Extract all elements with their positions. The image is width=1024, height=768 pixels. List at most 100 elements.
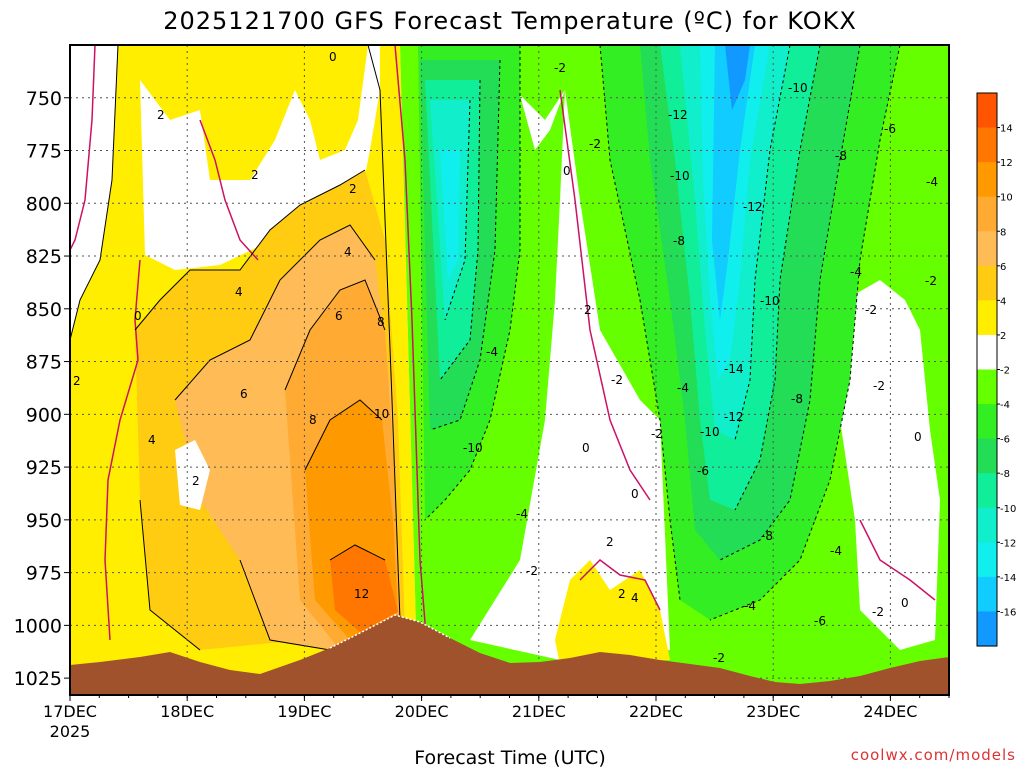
zero-isotherm-1 <box>70 45 96 251</box>
colorbar-label: 10 <box>1000 193 1013 204</box>
x-tick-label: 18DEC <box>160 702 214 721</box>
colorbar-label: -16 <box>1000 607 1016 618</box>
cold-isotherm-7 <box>734 45 821 511</box>
contour-label: 4 <box>631 591 639 605</box>
contour-label: -8 <box>791 392 803 406</box>
neutral-notch <box>520 90 565 150</box>
cold-isotherm-6 <box>719 45 861 561</box>
colorbar-swatch <box>977 369 997 405</box>
warm-isotherm-2 <box>134 169 366 331</box>
contour-label: -2 <box>554 61 566 75</box>
contour-label: -14 <box>724 362 744 376</box>
contour-label: -10 <box>788 81 808 95</box>
warm-pocket-21dec <box>555 560 670 665</box>
colorbar-label: -2 <box>1000 366 1010 377</box>
contour-label: 6 <box>335 309 343 323</box>
colorbar-swatch <box>977 127 997 163</box>
neutral-band-21dec <box>470 90 670 660</box>
contour-label: 12 <box>354 587 369 601</box>
colorbar: 14 12 10 8 6 4 2 -2 -4 -6 -8 -10 -12 -14 -16 <box>976 92 1016 647</box>
colorbar-swatch <box>977 265 997 301</box>
y-tick-label: 875 <box>26 352 62 374</box>
contour-label: -4 <box>677 381 689 395</box>
colorbar-swatch <box>977 196 997 232</box>
cold-minus12-14-west <box>440 150 460 280</box>
warm-isotherms <box>70 45 401 651</box>
zero-isotherm-6 <box>579 559 661 611</box>
colorbar-swatch <box>977 507 997 543</box>
y-tick-label: 1000 <box>14 615 62 637</box>
x-axis: 17DEC 18DEC 19DEC 20DEC 21DEC 22DEC 23DEC 24DEC <box>43 695 950 721</box>
grid <box>70 45 949 695</box>
neutral-pocket-18dec <box>175 440 210 510</box>
colorbar-swatch <box>977 473 997 509</box>
cold-pocket-west <box>70 45 118 340</box>
contour-label: -6 <box>697 464 709 478</box>
x-tick-label: 17DEC <box>43 702 97 721</box>
colorbar-label: 14 <box>1000 124 1013 135</box>
colorbar-label: -10 <box>1000 504 1016 515</box>
colorbar-label: 6 <box>1000 262 1006 273</box>
colorbar-label: -8 <box>1000 469 1010 480</box>
colorbar-swatch <box>977 162 997 198</box>
chart-title: 2025121700 GFS Forecast Temperature (ºC)… <box>163 7 857 35</box>
plot-field <box>70 45 949 695</box>
contour-label: -10 <box>670 169 690 183</box>
colorbar-swatch <box>977 300 997 336</box>
zero-isotherm-7 <box>859 519 936 601</box>
x-tick-label: 23DEC <box>746 702 800 721</box>
contour-label: 2 <box>157 108 165 122</box>
y-tick-label: 775 <box>26 141 62 163</box>
cold-isotherms <box>424 45 901 621</box>
y-axis: 750 775 800 825 850 875 900 925 950 975 1000 1025 <box>14 88 70 690</box>
contour-label: -2 <box>865 303 877 317</box>
y-tick-label: 925 <box>26 457 62 479</box>
colorbar-swatch <box>977 231 997 267</box>
cold-coldest-core <box>725 45 750 110</box>
zero-isotherm-4 <box>394 45 429 661</box>
terrain <box>70 615 949 695</box>
colorbar-label: -6 <box>1000 435 1010 446</box>
cold-isotherm-3 <box>439 79 481 381</box>
y-tick-label: 750 <box>26 88 62 110</box>
contour-label: -12 <box>724 410 744 424</box>
colorbar-label: 8 <box>1000 227 1006 238</box>
contour-label: 0 <box>563 164 571 178</box>
colorbar-swatch <box>977 576 997 613</box>
x-tick-label: 21DEC <box>512 702 566 721</box>
contour-label: 2 <box>618 587 626 601</box>
zero-isotherms <box>70 45 936 661</box>
colorbar-swatch <box>977 611 997 647</box>
warm-isotherm-9 <box>367 45 401 621</box>
warm-isotherm-5 <box>304 399 383 471</box>
contour-label: -4 <box>830 544 842 558</box>
x-tick-label: 19DEC <box>277 702 331 721</box>
contour-label: -10 <box>700 425 720 439</box>
contour-label: -2 <box>611 373 623 387</box>
contour-label: 2 <box>349 182 357 196</box>
y-tick-label: 950 <box>26 510 62 532</box>
contour-label: 8 <box>309 413 317 427</box>
cold-isotherm-9 <box>599 45 681 601</box>
colorbar-label: -12 <box>1000 538 1016 549</box>
y-tick-label: 800 <box>26 193 62 215</box>
contour-label: -2 <box>589 137 601 151</box>
x-tick-label: 22DEC <box>629 702 683 721</box>
contour-label: 0 <box>329 50 337 64</box>
contour-label: 2 <box>73 374 81 388</box>
cold-isotherm-2 <box>429 59 501 431</box>
contour-label: -2 <box>873 379 885 393</box>
contour-label: 4 <box>148 433 156 447</box>
contour-label: -8 <box>673 234 685 248</box>
contour-label: 4 <box>235 285 243 299</box>
zero-isotherm-2 <box>104 259 141 641</box>
contour-label: -4 <box>850 265 862 279</box>
colorbar-label: 12 <box>1000 158 1013 169</box>
contour-label: 0 <box>631 487 639 501</box>
contour-label: -10 <box>760 294 780 308</box>
contour-label: 8 <box>377 315 385 329</box>
warm-12-14-region <box>330 545 398 632</box>
contour-label: -2 <box>872 605 884 619</box>
contour-label: -6 <box>814 614 826 628</box>
